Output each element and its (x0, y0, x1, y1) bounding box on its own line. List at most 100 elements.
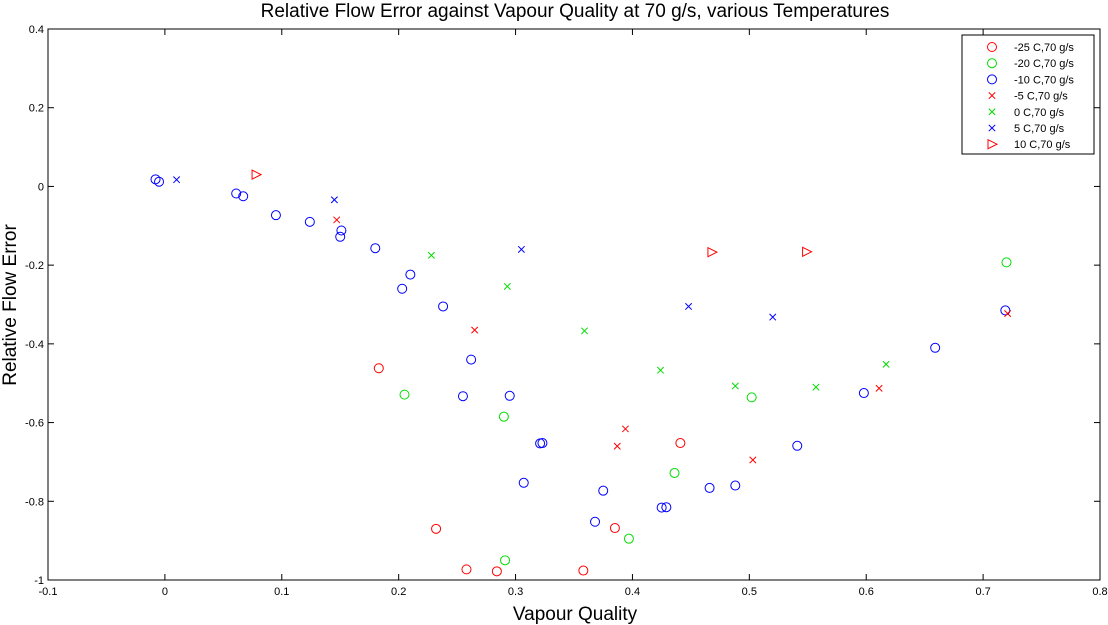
x-tick-label: 0.8 (1092, 586, 1107, 598)
data-point (882, 360, 890, 368)
legend-marker (988, 124, 996, 132)
data-point (150, 174, 161, 185)
data-point (373, 363, 384, 374)
data-point (238, 191, 249, 202)
data-point (812, 383, 820, 391)
data-point (769, 313, 777, 321)
data-point (613, 442, 621, 450)
data-point (684, 302, 693, 311)
data-points (150, 169, 1012, 577)
data-point (731, 382, 739, 390)
y-tick-label: 0.4 (29, 24, 44, 36)
data-point (427, 251, 435, 259)
data-point (466, 354, 477, 365)
data-point (537, 438, 548, 449)
y-tick-label: -0.6 (25, 418, 44, 430)
legend-marker (988, 108, 996, 116)
data-point (336, 225, 347, 236)
data-point (1001, 257, 1012, 268)
x-tick-label: 0.7 (975, 586, 990, 598)
data-point (1004, 309, 1012, 318)
chart-title: Relative Flow Error against Vapour Quali… (261, 1, 890, 22)
data-point (802, 246, 813, 258)
data-point (875, 384, 883, 392)
data-point (580, 327, 589, 335)
data-point (438, 301, 449, 312)
x-tick-label: 0.5 (742, 586, 757, 598)
axis-ticks: -0.1 0 0.1 0.2 0.3 0.4 0.5 0.6 0.7 0.8 -1 -0.8 -0.6 -… (25, 24, 1108, 598)
data-point (335, 231, 346, 242)
legend: -25 C,70 g/s -20 C,70 g/s -10 C,70 g/s -5 C… (961, 34, 1095, 155)
data-point (503, 282, 511, 290)
legend-marker (987, 42, 997, 52)
data-point (399, 389, 410, 400)
data-point (397, 283, 408, 294)
data-point (930, 342, 941, 353)
y-tick-label: 0.2 (29, 103, 44, 115)
data-point (749, 456, 757, 464)
x-tick-label: 0.6 (859, 586, 874, 598)
data-point (251, 169, 263, 180)
data-point (370, 243, 381, 254)
plot-area (47, 28, 1101, 581)
data-point (173, 176, 181, 184)
x-tick-label: 0 (162, 586, 168, 598)
data-point (590, 516, 601, 527)
data-point (578, 565, 589, 576)
legend-box (961, 34, 1095, 155)
data-point (498, 411, 509, 422)
legend-marker (987, 138, 999, 150)
data-point (304, 216, 315, 227)
data-point (661, 502, 672, 513)
data-point (609, 523, 620, 534)
y-tick-label: -1 (34, 575, 44, 587)
legend-label: -25 C,70 g/s (1014, 42, 1074, 54)
legend-label: 5 C,70 g/s (1014, 123, 1065, 135)
legend-label: 10 C,70 g/s (1014, 139, 1071, 151)
data-point (154, 176, 165, 187)
data-point (656, 502, 667, 513)
data-point (500, 555, 511, 566)
y-axis-label: Relative Flow Error (0, 224, 21, 386)
data-point (518, 477, 529, 488)
data-point (333, 216, 341, 224)
legend-label: 0 C,70 g/s (1014, 107, 1065, 119)
legend-label: -5 C,70 g/s (1014, 91, 1068, 103)
legend-marker (988, 92, 996, 100)
data-point (461, 564, 472, 575)
data-point (231, 188, 242, 199)
y-tick-label: -0.8 (25, 496, 44, 508)
data-point (707, 246, 719, 258)
data-point (457, 391, 468, 402)
y-tick-label: -0.2 (25, 260, 44, 272)
data-point (858, 388, 869, 399)
data-point (621, 425, 629, 433)
x-axis-label: Vapour Quality (513, 604, 638, 625)
legend-marker (987, 58, 997, 69)
x-tick-label: -0.1 (39, 586, 58, 598)
data-point (330, 196, 338, 204)
data-point (669, 467, 680, 478)
data-point (623, 533, 634, 544)
data-point (792, 440, 803, 451)
data-point (471, 326, 479, 334)
x-tick-label: 0.1 (274, 586, 289, 598)
data-point (431, 523, 442, 534)
data-point (746, 392, 757, 403)
y-tick-label: -0.4 (25, 339, 44, 351)
data-point (504, 390, 515, 401)
x-tick-label: 0.2 (391, 586, 406, 598)
y-tick-label: 0 (38, 181, 44, 193)
data-point (656, 366, 665, 374)
x-tick-label: 0.3 (508, 586, 523, 598)
legend-label: -10 C,70 g/s (1014, 74, 1074, 86)
data-point (1000, 305, 1011, 316)
data-point (517, 245, 525, 253)
data-point (491, 566, 502, 577)
data-point (675, 438, 686, 449)
data-point (730, 480, 741, 491)
legend-label: -20 C,70 g/s (1014, 58, 1074, 70)
data-point (704, 482, 715, 493)
data-point (405, 269, 416, 280)
